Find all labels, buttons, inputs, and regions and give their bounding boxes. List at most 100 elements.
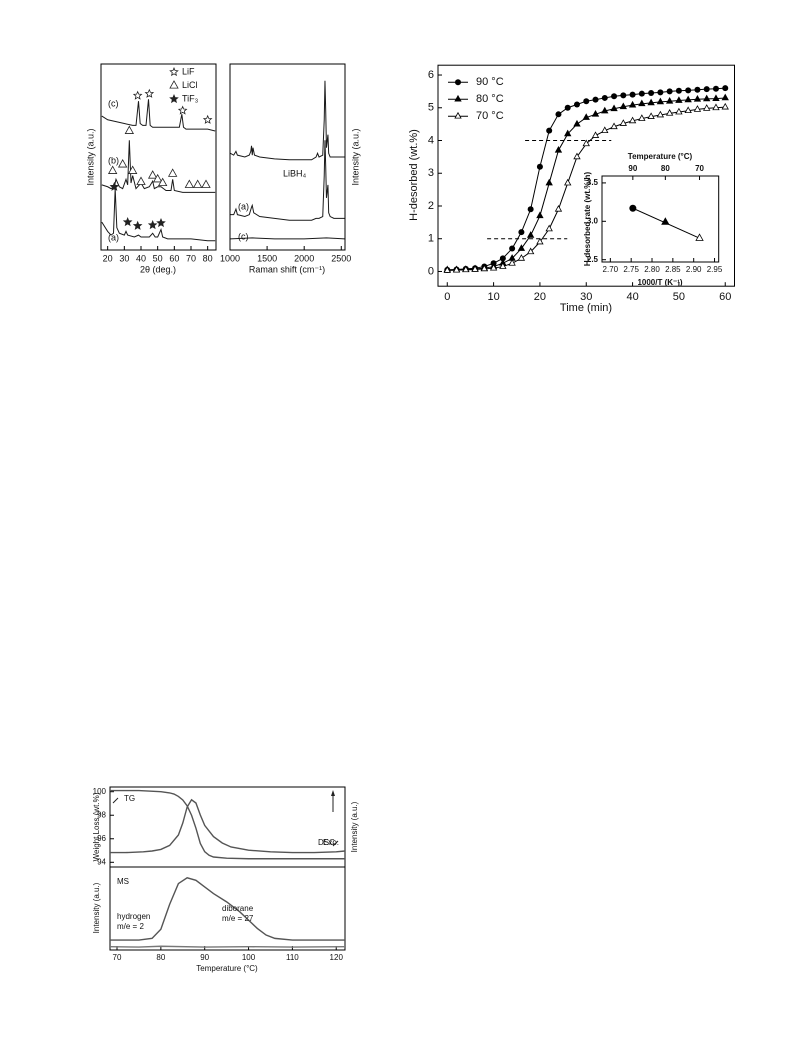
legend-marker (454, 111, 462, 119)
series-label: (b) (108, 155, 119, 165)
annotation: Exo. (323, 838, 339, 847)
marker (712, 94, 720, 101)
y-tick-label: 2 (428, 200, 434, 212)
marker (499, 255, 506, 262)
y-tick-label: 2.5 (587, 255, 599, 264)
x-tick-label: 2.75 (623, 265, 639, 274)
marker (545, 178, 553, 186)
x-tick-label: 0 (444, 291, 450, 303)
marker (132, 90, 143, 100)
marker (201, 179, 211, 188)
marker (518, 229, 525, 236)
y-label: Intensity (a.u.) (85, 128, 95, 185)
x-label: 2θ (deg.) (140, 264, 176, 274)
series-label: (a) (108, 232, 119, 242)
marker (693, 105, 702, 112)
marker (610, 104, 618, 112)
legend-label: LiCl (182, 80, 198, 90)
y-tick-label: 4 (428, 134, 434, 146)
marker (666, 88, 673, 95)
marker (638, 99, 646, 107)
marker (638, 114, 646, 121)
marker (144, 88, 155, 98)
marker (489, 263, 498, 271)
x-tick-label: 20 (534, 291, 546, 303)
legend-marker (454, 94, 462, 102)
series-line (230, 140, 345, 221)
x-tick-label: 90 (200, 953, 209, 962)
x-tick-label: 2.90 (686, 265, 702, 274)
y-tick-label: 0 (428, 265, 434, 277)
marker (555, 111, 562, 118)
tg-arrow (112, 797, 119, 804)
marker (564, 104, 571, 111)
marker (675, 107, 683, 115)
marker (177, 105, 188, 115)
x-tick-label: 1500 (257, 253, 277, 263)
plot-frame (100, 63, 217, 251)
marker (583, 98, 590, 105)
marker (124, 125, 135, 134)
x2-tick-label: 70 (695, 164, 704, 173)
x-tick-label: 60 (719, 291, 731, 303)
legend-marker (169, 93, 179, 104)
marker (536, 163, 543, 170)
x2-tick-label: 80 (661, 164, 670, 173)
marker (526, 231, 535, 238)
series-label: (c) (108, 98, 119, 108)
x-tick-label: 40 (626, 291, 638, 303)
marker (554, 146, 563, 153)
marker (136, 176, 146, 185)
marker (109, 181, 120, 191)
legend-label: 70 °C (476, 110, 504, 122)
marker (452, 265, 461, 273)
marker (156, 217, 166, 228)
legend-marker (455, 79, 461, 86)
marker (656, 110, 665, 118)
marker (591, 131, 600, 138)
y-tick-label: 3.5 (587, 178, 599, 187)
x-tick-label: 10 (487, 291, 499, 303)
marker (471, 265, 479, 272)
marker (647, 98, 655, 106)
marker (656, 97, 665, 105)
marker (132, 220, 143, 230)
marker (591, 110, 600, 117)
series-line (101, 188, 216, 242)
series-label: (a) (238, 201, 249, 211)
x-tick-label: 50 (153, 253, 163, 263)
marker (628, 116, 637, 124)
marker (526, 247, 535, 255)
marker (648, 90, 655, 97)
marker (694, 86, 701, 93)
y2-label: Intensity (a.u.) (350, 801, 359, 852)
x-label: Temperature (°C) (196, 964, 258, 973)
legend-label: 80 °C (476, 93, 504, 105)
marker (117, 159, 128, 168)
y-label: Intensity (a.u.) (350, 128, 360, 185)
marker (509, 245, 516, 252)
marker (192, 179, 203, 188)
series-line (101, 140, 216, 193)
x-tick-label: 70 (186, 253, 196, 263)
series-line (230, 237, 345, 240)
x-tick-label: 2500 (331, 253, 351, 263)
x-tick-label: 100 (242, 953, 256, 962)
series-line (101, 99, 216, 132)
x-tick-label: 2.95 (707, 265, 723, 274)
x-tick-label: 30 (119, 253, 129, 263)
marker (619, 119, 627, 126)
marker (693, 94, 702, 102)
series-line (109, 945, 346, 948)
marker (685, 87, 692, 94)
marker (601, 106, 609, 114)
marker (107, 165, 118, 174)
plot-frame (229, 63, 346, 251)
marker (712, 85, 719, 92)
marker (661, 217, 670, 225)
marker (721, 102, 729, 110)
y-tick-label: 98 (97, 810, 106, 819)
marker (564, 178, 572, 186)
series-label: (c) (238, 231, 249, 241)
